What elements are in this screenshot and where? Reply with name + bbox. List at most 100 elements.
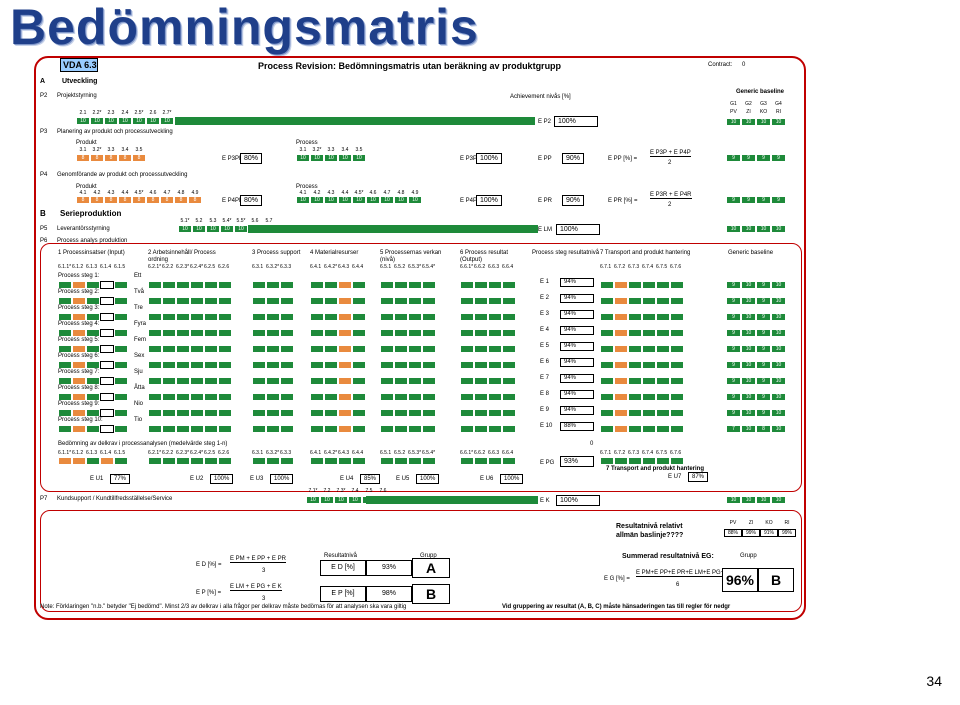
- p6-col-header: 3 Process support: [252, 250, 301, 256]
- p6-score-cell: [422, 345, 436, 353]
- p6-score-cell: [72, 297, 86, 305]
- p7-group-value: 10: [756, 496, 771, 504]
- p3-process-question: 3.2*: [312, 147, 322, 153]
- p6-transport-cell: [628, 313, 642, 321]
- baseline-groups: G1 G2 G3 G4: [726, 101, 786, 107]
- summary-frame: [40, 510, 802, 612]
- baseline-value: 10: [741, 118, 756, 126]
- p6-score-cell: [460, 409, 474, 417]
- process-step-word: Tre: [134, 305, 143, 311]
- p3-process-score: 10: [296, 154, 310, 162]
- process-step-group: 10: [741, 377, 756, 385]
- p6-score-cell: [58, 313, 72, 321]
- p6-transport-cell: [600, 281, 614, 289]
- p7-group-value: 10: [726, 496, 741, 504]
- p6-transport-cell: [656, 393, 670, 401]
- p6-score-cell: [474, 297, 488, 305]
- p5-score: 10: [192, 225, 206, 233]
- p6-score-cell: [380, 393, 394, 401]
- p6-u-value: 87%: [688, 472, 709, 482]
- p6-avg-question: 6.1.4: [100, 450, 112, 456]
- p6-score-cell: [474, 281, 488, 289]
- p4-produkt-score: 8: [118, 196, 132, 204]
- process-step-word: Sex: [134, 353, 145, 359]
- process-step-group: 9: [756, 377, 771, 385]
- p6-avg-cell: [394, 457, 408, 465]
- p4-produkt-question: 4.4: [121, 190, 129, 196]
- process-step-pct: 94%: [560, 406, 594, 415]
- p6-question: 6.1.5: [114, 264, 126, 270]
- p4-process-question: 4.4: [341, 190, 349, 196]
- process-step-e: E 8: [540, 391, 550, 397]
- p6-score-cell: [352, 345, 366, 353]
- p6-score-cell: [100, 393, 114, 401]
- p6-avg-cell: [600, 457, 614, 465]
- p3-process-score: 10: [352, 154, 366, 162]
- p6-question: 6.2.3*: [176, 264, 190, 270]
- p6-score-cell: [218, 393, 232, 401]
- p4-produkt-question: 4.3: [107, 190, 115, 196]
- process-step-group: 10: [741, 313, 756, 321]
- contract-value: 0: [742, 62, 746, 68]
- p6-score-cell: [204, 297, 218, 305]
- p6-col-header: 7 Transport and produkt hantering: [600, 250, 691, 256]
- contract-label: Contract:: [708, 62, 733, 68]
- p6-score-cell: [310, 297, 324, 305]
- p6-score-cell: [148, 409, 162, 417]
- p6-avg-cell: [58, 457, 72, 465]
- p6-score-cell: [162, 297, 176, 305]
- ep-formula-den: 3: [262, 596, 266, 602]
- p6-score-cell: [488, 393, 502, 401]
- p6-transport-cell: [656, 281, 670, 289]
- p6-score-cell: [114, 281, 128, 289]
- p6-avg-cell: [252, 457, 266, 465]
- p4-produkt-question: 4.7: [163, 190, 171, 196]
- p6-transport-cell: [656, 361, 670, 369]
- p6-avg-cell: [338, 457, 352, 465]
- p6-score-cell: [162, 361, 176, 369]
- p6-score-cell: [338, 409, 352, 417]
- p6-score-cell: [474, 361, 488, 369]
- p6-score-cell: [266, 409, 280, 417]
- p6-score-cell: [72, 377, 86, 385]
- baseline-title: Generic baseline: [736, 89, 785, 95]
- p6-score-cell: [190, 425, 204, 433]
- p6-question: 6.5.3*: [408, 264, 422, 270]
- p6-score-cell: [176, 329, 190, 337]
- p6-u-label: E U4: [340, 476, 354, 482]
- p6-score-cell: [162, 393, 176, 401]
- p6-transport-cell: [656, 329, 670, 337]
- p6-score-cell: [218, 345, 232, 353]
- p6-score-cell: [488, 377, 502, 385]
- p3-formula-num: E P3P + E P4P: [650, 150, 691, 157]
- process-step-group: 10: [771, 361, 786, 369]
- p6-score-cell: [190, 377, 204, 385]
- p3-group-value: 9: [756, 154, 771, 162]
- p6-score-cell: [190, 313, 204, 321]
- p7-group-value: 10: [741, 496, 756, 504]
- p3-produkt-score: 8: [118, 154, 132, 162]
- p6-score-cell: [280, 345, 294, 353]
- p6-score-cell: [148, 377, 162, 385]
- p6-score-cell: [422, 409, 436, 417]
- p3-process-score: 10: [338, 154, 352, 162]
- p6-score-cell: [162, 377, 176, 385]
- process-step-e: E 2: [540, 295, 550, 301]
- p6-score-cell: [266, 297, 280, 305]
- p6-u-value: 77%: [110, 474, 131, 484]
- p6-score-cell: [252, 281, 266, 289]
- p7-bar: [366, 496, 538, 504]
- p6-score-cell: [338, 393, 352, 401]
- p6-transport-cell: [628, 345, 642, 353]
- p5-group-value: 10: [726, 225, 741, 233]
- p6-score-cell: [324, 297, 338, 305]
- p6-score-cell: [148, 329, 162, 337]
- p3-produkt-questions: 3.1 3.2* 3.3 3.4 3.5: [76, 147, 146, 153]
- p3-produkt-score: 8: [132, 154, 146, 162]
- p6-score-cell: [218, 377, 232, 385]
- p6-score-cell: [162, 425, 176, 433]
- p6-score-cell: [394, 281, 408, 289]
- p6-score-cell: [280, 377, 294, 385]
- p6-col-header: 6 Process resultat (Output): [460, 250, 509, 263]
- p6-score-cell: [176, 345, 190, 353]
